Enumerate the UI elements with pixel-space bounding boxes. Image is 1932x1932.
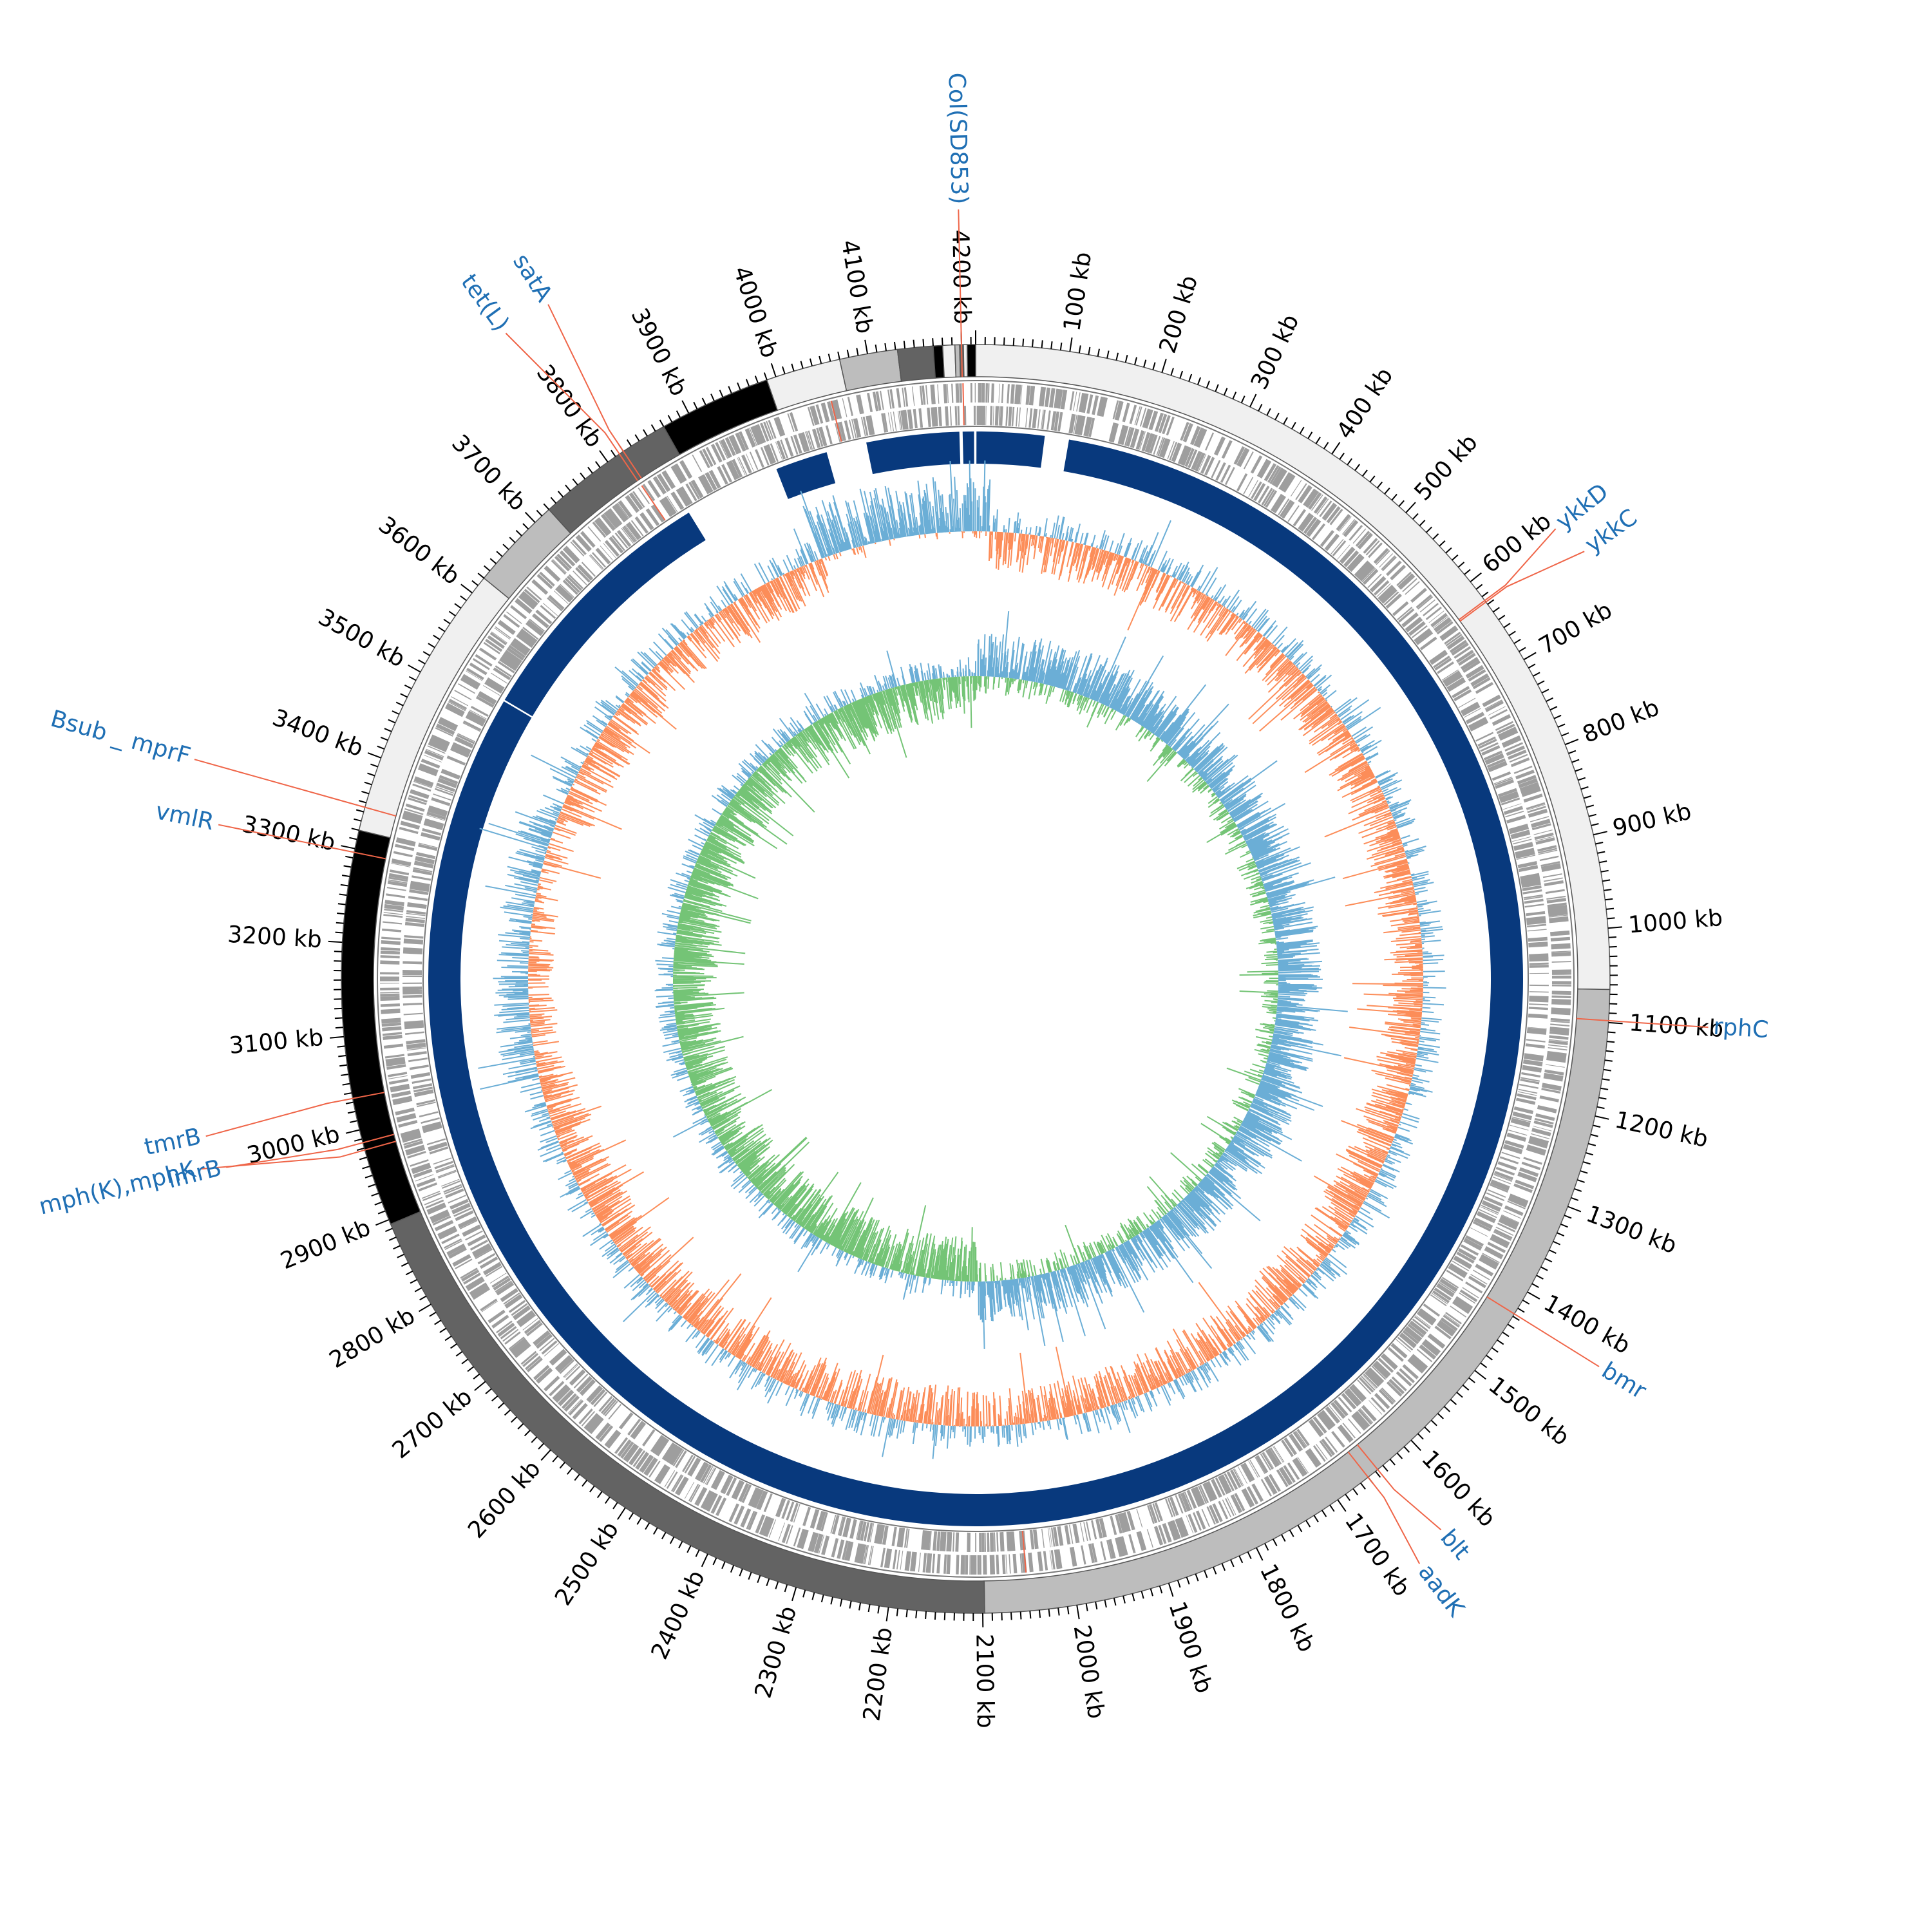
tick-label-3800: 3800 kb — [531, 360, 608, 452]
segment-16 — [967, 344, 976, 377]
ring-borders — [377, 380, 1575, 1578]
tick-label-1800: 1800 kb — [1255, 1560, 1320, 1656]
gene-leader-9 — [205, 1092, 384, 1137]
gc-content-track — [478, 460, 1446, 1459]
tick-label-300: 300 kb — [1246, 310, 1305, 393]
gene-leader-12 — [505, 332, 638, 481]
contig-ring — [428, 431, 1524, 1527]
gene-leader-13 — [547, 304, 642, 479]
cds-forward-track — [380, 383, 1571, 1575]
gene-leader-4 — [1486, 1296, 1600, 1367]
segment-5 — [483, 509, 572, 600]
tick-label-3700: 3700 kb — [446, 430, 531, 516]
segment-12 — [942, 344, 957, 379]
gene-label-10: vmlR — [153, 798, 216, 835]
tick-label-200: 200 kb — [1155, 272, 1204, 356]
tick-label-2200: 2200 kb — [858, 1625, 898, 1723]
tick-label-3200: 3200 kb — [227, 922, 323, 953]
tick-label-1200: 1200 kb — [1613, 1106, 1710, 1153]
gene-leader-11 — [194, 759, 397, 817]
tick-label-3400: 3400 kb — [269, 705, 367, 762]
gene-leader-2 — [1459, 551, 1585, 622]
tick-label-4100: 4100 kb — [836, 238, 878, 336]
tick-label-1300: 1300 kb — [1582, 1200, 1680, 1259]
tick-label-100: 100 kb — [1059, 251, 1097, 334]
gene-label-5: blt — [1435, 1525, 1475, 1565]
tick-label-3300: 3300 kb — [240, 811, 337, 856]
tick-label-2500: 2500 kb — [550, 1517, 624, 1611]
tick-label-400: 400 kb — [1332, 363, 1398, 444]
gc-content-negative — [527, 531, 1424, 1427]
tick-label-3600: 3600 kb — [374, 512, 464, 591]
gene-leader-6 — [1347, 1451, 1421, 1564]
contig-0 — [976, 431, 1045, 468]
tick-label-3100: 3100 kb — [228, 1025, 325, 1059]
tick-label-2000: 2000 kb — [1068, 1623, 1110, 1720]
gene-label-0: Col(SD853) — [943, 72, 973, 204]
gene-label-13: satA — [507, 249, 557, 307]
tick-label-2400: 2400 kb — [647, 1567, 710, 1663]
tick-label-2600: 2600 kb — [463, 1455, 546, 1543]
gene-label-3: rphC — [1712, 1014, 1769, 1044]
gc-skew-negative — [672, 676, 1279, 1282]
gene-leader-10 — [218, 824, 386, 860]
contig-5 — [962, 431, 974, 464]
cds-reverse-track — [402, 406, 1549, 1552]
tick-label-2700: 2700 kb — [388, 1383, 477, 1464]
gene-label-12: tet(L) — [455, 269, 514, 336]
cds-highlight-3 — [641, 485, 666, 521]
tick-label-3500: 3500 kb — [314, 604, 409, 673]
tick-label-1100: 1100 kb — [1628, 1010, 1724, 1043]
segment-10 — [896, 345, 936, 382]
gene-label-6: aadK — [1413, 1559, 1470, 1622]
segment-ring — [341, 344, 1611, 1614]
gene-label-11: Bsub _ mprF — [48, 705, 193, 770]
gene-leader-1 — [1458, 528, 1557, 621]
tick-label-1900: 1900 kb — [1163, 1598, 1217, 1696]
gene-label-4: bmr — [1597, 1358, 1651, 1405]
tick-label-900: 900 kb — [1610, 798, 1694, 842]
gene-leader-8 — [226, 1133, 394, 1168]
tick-label-1500: 1500 kb — [1483, 1372, 1574, 1451]
gene-leader-5 — [1356, 1444, 1442, 1531]
contig-4 — [866, 431, 961, 475]
contig-2 — [504, 513, 706, 717]
gc-skew-positive — [654, 611, 1348, 1349]
gene-label-9: tmrB — [142, 1123, 204, 1160]
tick-label-500: 500 kb — [1410, 430, 1483, 506]
tick-label-2300: 2300 kb — [750, 1603, 802, 1701]
tick-label-3900: 3900 kb — [625, 304, 692, 400]
tick-label-700: 700 kb — [1535, 597, 1617, 660]
tick-marks — [328, 330, 1623, 1627]
tick-label-2100: 2100 kb — [971, 1634, 998, 1728]
tick-label-1400: 1400 kb — [1539, 1290, 1634, 1359]
gene-leader-3 — [1576, 1018, 1709, 1028]
tick-label-800: 800 kb — [1579, 694, 1663, 748]
tick-label-600: 600 kb — [1477, 508, 1556, 579]
tick-label-4000: 4000 kb — [728, 263, 782, 361]
cds-highlight-1 — [1021, 1530, 1027, 1573]
ring-border-0 — [377, 380, 1575, 1578]
cds-highlight-0 — [962, 383, 965, 426]
gc-skew-track — [654, 611, 1348, 1349]
tick-label-1700: 1700 kb — [1340, 1509, 1415, 1602]
cds-highlight-2 — [830, 401, 842, 442]
tick-label-2800: 2800 kb — [325, 1303, 420, 1374]
gene-leader-7 — [200, 1141, 396, 1170]
gene-leader-0 — [958, 209, 963, 377]
gc-content-positive — [478, 460, 1446, 1459]
tick-label-2900: 2900 kb — [277, 1215, 374, 1275]
contig-3 — [776, 452, 836, 499]
cds-tracks — [380, 383, 1571, 1575]
tick-label-1000: 1000 kb — [1627, 905, 1724, 939]
ring-border-1 — [422, 426, 1529, 1532]
